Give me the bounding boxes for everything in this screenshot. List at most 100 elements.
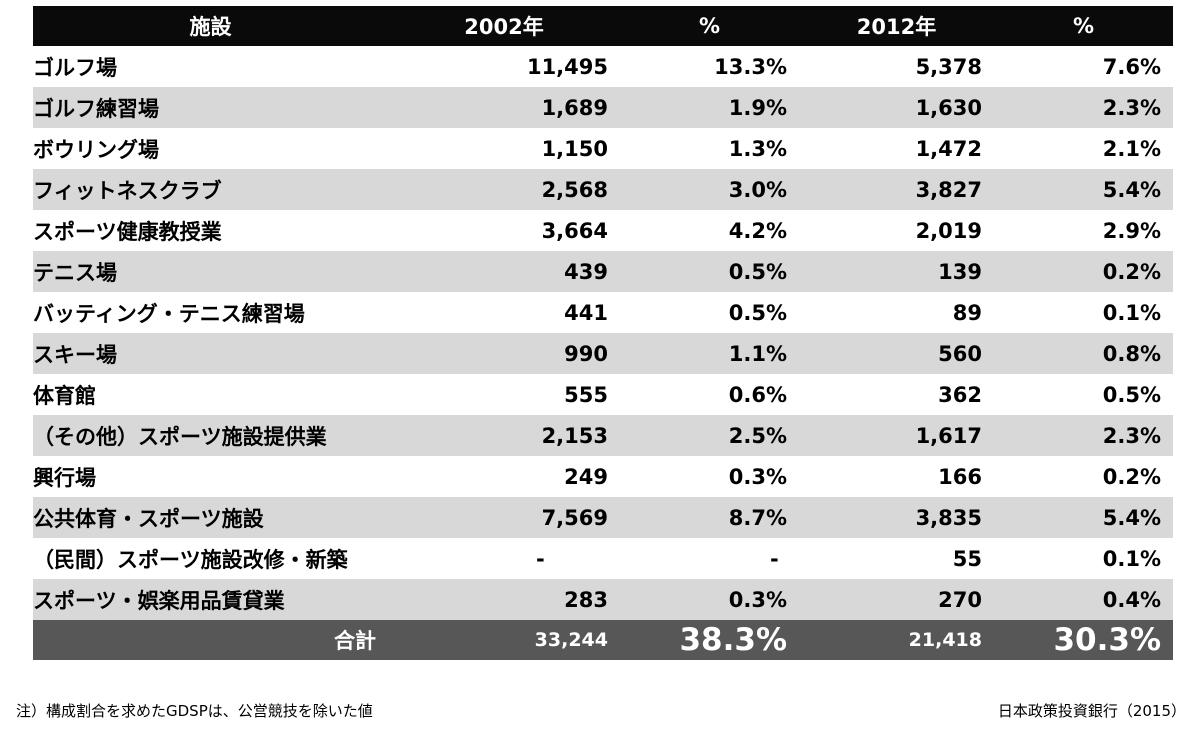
row-value-2012: 139 bbox=[799, 251, 994, 292]
row-value-2012: 2,019 bbox=[915, 218, 982, 243]
row-value-2002: 2,568 bbox=[388, 169, 620, 210]
footnote: 注）構成割合を求めたGDSPは、公営競技を除いた値 bbox=[16, 702, 373, 720]
row-facility-name: スキー場 bbox=[33, 333, 388, 374]
row-percent-2002: 0.3% bbox=[620, 579, 799, 620]
table-row: スポーツ健康教授業 3,664 4.2% 2,019 2.9% bbox=[33, 210, 1173, 251]
row-percent-2002: 1.3% bbox=[728, 136, 787, 161]
row-facility-name: スポーツ・娯楽用品賃貸業 bbox=[33, 579, 388, 620]
row-value-2012: 55 bbox=[952, 546, 982, 571]
row-percent-2002: 1.1% bbox=[620, 333, 799, 374]
header-2012-percent: % bbox=[994, 6, 1173, 46]
row-value-2002: 283 bbox=[388, 579, 620, 620]
table-header-row: 施設 2002年 % 2012年 % bbox=[33, 6, 1173, 46]
row-facility-name: スポーツ健康教授業 bbox=[33, 219, 222, 244]
total-value-2012: 21,418 bbox=[799, 620, 994, 660]
row-value-2012: 560 bbox=[799, 333, 994, 374]
row-percent-2002-text: - bbox=[770, 546, 779, 571]
row-percent-2002: 0.6% bbox=[728, 382, 787, 407]
table-row: （その他）スポーツ施設提供業 2,153 2.5% 1,617 2.3% bbox=[33, 415, 1173, 456]
row-value-2002: 1,689 bbox=[388, 87, 620, 128]
row-facility-name: （民間）スポーツ施設改修・新築 bbox=[33, 547, 348, 572]
row-percent-2002: 3.0% bbox=[620, 169, 799, 210]
row-percent-2012: 0.1% bbox=[1102, 546, 1161, 571]
row-percent-2002: 8.7% bbox=[620, 497, 799, 538]
header-2012: 2012年 bbox=[799, 6, 994, 46]
row-value-2002: 3,664 bbox=[541, 218, 608, 243]
row-percent-2002: 1.9% bbox=[620, 87, 799, 128]
row-value-2012: 89 bbox=[952, 300, 982, 325]
table-row: テニス場 439 0.5% 139 0.2% bbox=[33, 251, 1173, 292]
row-value-2002: - bbox=[388, 538, 620, 579]
row-value-2012: 1,630 bbox=[799, 87, 994, 128]
row-value-2002: 2,153 bbox=[388, 415, 620, 456]
row-percent-2012: 2.9% bbox=[1102, 218, 1161, 243]
row-facility-name: バッティング・テニス練習場 bbox=[33, 301, 305, 326]
total-row: 合計 33,244 38.3% 21,418 30.3% bbox=[33, 620, 1173, 660]
row-percent-2002: 2.5% bbox=[620, 415, 799, 456]
row-value-2002: 439 bbox=[388, 251, 620, 292]
header-2002-percent: % bbox=[620, 6, 799, 46]
row-facility-name: ボウリング場 bbox=[33, 137, 159, 162]
row-percent-2002: 13.3% bbox=[714, 54, 787, 79]
facility-table: 施設 2002年 % 2012年 % ゴルフ場 11,495 13.3% 5,3… bbox=[33, 6, 1173, 660]
row-facility-name: （その他）スポーツ施設提供業 bbox=[33, 415, 388, 456]
row-value-2002: 7,569 bbox=[388, 497, 620, 538]
row-percent-2012: 0.4% bbox=[994, 579, 1173, 620]
row-percent-2002: 0.5% bbox=[728, 300, 787, 325]
row-percent-2012: 2.3% bbox=[994, 415, 1173, 456]
source-citation: 日本政策投資銀行（2015） bbox=[997, 702, 1186, 720]
table-row: 興行場 249 0.3% 166 0.2% bbox=[33, 456, 1173, 497]
row-percent-2012: 0.1% bbox=[1102, 300, 1161, 325]
row-percent-2002: 4.2% bbox=[728, 218, 787, 243]
row-facility-name: テニス場 bbox=[33, 251, 388, 292]
header-facility: 施設 bbox=[33, 6, 388, 46]
row-percent-2002: 0.5% bbox=[620, 251, 799, 292]
row-facility-name: 体育館 bbox=[33, 383, 96, 408]
row-percent-2012: 5.4% bbox=[994, 169, 1173, 210]
row-value-2002: 441 bbox=[564, 300, 608, 325]
row-value-2012: 3,827 bbox=[799, 169, 994, 210]
row-value-2002: 11,495 bbox=[526, 54, 608, 79]
header-2002: 2002年 bbox=[388, 6, 620, 46]
row-percent-2002: - bbox=[620, 538, 799, 579]
total-label: 合計 bbox=[33, 620, 388, 660]
row-value-2002: 555 bbox=[564, 382, 608, 407]
row-percent-2012: 0.8% bbox=[994, 333, 1173, 374]
row-value-2012: 3,835 bbox=[799, 497, 994, 538]
total-percent-2012: 30.3% bbox=[994, 620, 1173, 660]
row-facility-name: 公共体育・スポーツ施設 bbox=[33, 497, 388, 538]
row-percent-2012: 5.4% bbox=[994, 497, 1173, 538]
row-value-2002: 249 bbox=[564, 464, 608, 489]
table-row: （民間）スポーツ施設改修・新築 - - 55 0.1% bbox=[33, 538, 1173, 579]
row-value-2002: 1,150 bbox=[541, 136, 608, 161]
table-row: ゴルフ練習場 1,689 1.9% 1,630 2.3% bbox=[33, 87, 1173, 128]
row-value-2012: 362 bbox=[938, 382, 982, 407]
row-value-2012: 270 bbox=[799, 579, 994, 620]
total-value-2002: 33,244 bbox=[388, 620, 620, 660]
table-row: 体育館 555 0.6% 362 0.5% bbox=[33, 374, 1173, 415]
total-percent-2002: 38.3% bbox=[620, 620, 799, 660]
table-row: 公共体育・スポーツ施設 7,569 8.7% 3,835 5.4% bbox=[33, 497, 1173, 538]
row-value-2002: 990 bbox=[388, 333, 620, 374]
table-row: ゴルフ場 11,495 13.3% 5,378 7.6% bbox=[33, 46, 1173, 87]
table-row: ボウリング場 1,150 1.3% 1,472 2.1% bbox=[33, 128, 1173, 169]
row-facility-name: 興行場 bbox=[33, 465, 96, 490]
row-facility-name: フィットネスクラブ bbox=[33, 169, 388, 210]
row-percent-2012: 2.3% bbox=[994, 87, 1173, 128]
row-facility-name: ゴルフ練習場 bbox=[33, 87, 388, 128]
table-row: フィットネスクラブ 2,568 3.0% 3,827 5.4% bbox=[33, 169, 1173, 210]
row-value-2012: 1,617 bbox=[799, 415, 994, 456]
row-percent-2002: 0.3% bbox=[728, 464, 787, 489]
table-row: バッティング・テニス練習場 441 0.5% 89 0.1% bbox=[33, 292, 1173, 333]
table-row: スキー場 990 1.1% 560 0.8% bbox=[33, 333, 1173, 374]
row-value-2012: 1,472 bbox=[915, 136, 982, 161]
table-row: スポーツ・娯楽用品賃貸業 283 0.3% 270 0.4% bbox=[33, 579, 1173, 620]
row-value-2012: 166 bbox=[938, 464, 982, 489]
row-percent-2012: 7.6% bbox=[1102, 54, 1161, 79]
row-percent-2012: 0.2% bbox=[1102, 464, 1161, 489]
row-facility-name: ゴルフ場 bbox=[33, 55, 117, 80]
row-percent-2012: 0.2% bbox=[994, 251, 1173, 292]
row-value-2002-text: - bbox=[536, 546, 545, 571]
row-value-2012: 5,378 bbox=[915, 54, 982, 79]
row-percent-2012: 0.5% bbox=[1102, 382, 1161, 407]
